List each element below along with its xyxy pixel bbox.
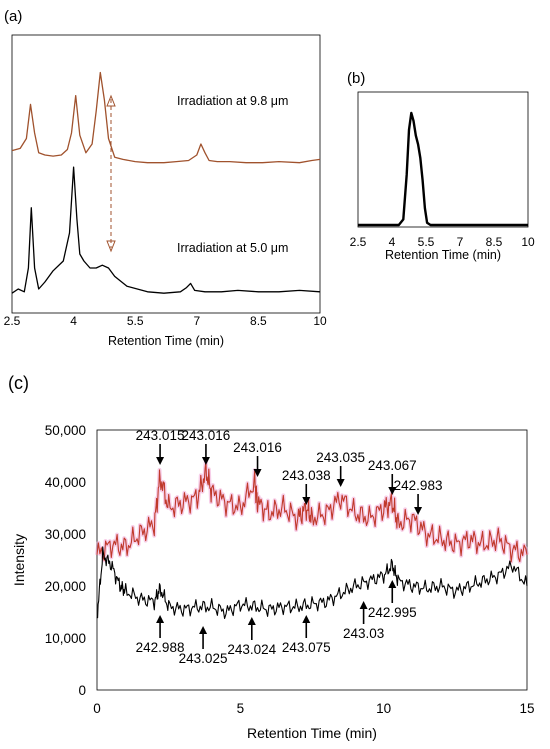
upper-mass-arrowhead <box>156 457 165 465</box>
upper-mass-arrowhead <box>201 457 210 465</box>
panel-c-xtick-label: 10 <box>376 701 391 716</box>
lower-mass-label: 242.995 <box>368 605 417 620</box>
lower-mass-label: 243.025 <box>179 651 228 666</box>
panel-b-xtick-label: 7 <box>457 235 464 249</box>
panel-b-xtick-label: 4 <box>389 235 396 249</box>
panel-c-ytick-label: 0 <box>78 683 86 698</box>
panel-c-chart: 0 10,000 20,000 30,000 40,000 50,000 0 5 10 15 24… <box>11 423 535 741</box>
upper-mass-label: 243.016 <box>182 428 231 443</box>
lower-mass-label: 243.075 <box>282 640 331 655</box>
panel-c-label: (c) <box>8 373 29 393</box>
panel-b-xlabel: Retention Time (min) <box>385 248 501 262</box>
panel-a-xtick-label: 4 <box>70 314 77 328</box>
upper-mass-arrowhead <box>388 487 397 495</box>
panel-a-xtick-label: 5.5 <box>127 314 144 328</box>
lower-mass-arrowhead <box>359 601 368 609</box>
panel-c-frame <box>96 429 528 691</box>
comparison-arrow-up-head <box>106 94 116 107</box>
panel-c-ytick-label: 50,000 <box>45 423 86 438</box>
panel-c-ytick-label: 10,000 <box>45 631 86 646</box>
panel-a-xtick-label: 7 <box>193 314 200 328</box>
panel-c-xtick-label: 0 <box>93 701 101 716</box>
panel-c-ytick-label: 20,000 <box>45 579 86 594</box>
upper-mass-arrowhead <box>302 497 311 505</box>
lower-mass-arrowhead <box>247 617 256 625</box>
lower-mass-label: 243.024 <box>227 642 276 657</box>
upper-mass-label: 243.015 <box>136 428 185 443</box>
panel-c-xtick-label: 15 <box>519 701 534 716</box>
panel-c-ytick-label: 30,000 <box>45 527 86 542</box>
panel-b-xtick-label: 2.5 <box>350 235 367 249</box>
panel-a-frame <box>11 34 321 314</box>
lower-mass-arrowhead <box>199 626 208 634</box>
upper-mass-label: 243.016 <box>233 440 282 455</box>
panel-b-series-line <box>358 111 528 227</box>
upper-mass-label: 243.038 <box>282 468 331 483</box>
panel-b-xtick-label: 8.5 <box>486 235 503 249</box>
panel-a-label: (a) <box>4 8 22 25</box>
annotation-irradiation-9-8: Irradiation at 9.8 μm <box>177 94 288 108</box>
panel-a-chart: 2.5 4 5.5 7 8.5 10 Irradiation at 9.8 μm Irra… <box>4 34 327 348</box>
panel-c-xlabel: Retention Time (min) <box>247 725 377 741</box>
upper-mass-label: 242.983 <box>394 478 443 493</box>
lower-mass-label: 242.988 <box>136 640 185 655</box>
panel-a-xlabel: Retention Time (min) <box>108 334 224 348</box>
panel-b-label: (b) <box>347 70 365 87</box>
upper-mass-label: 243.067 <box>368 458 417 473</box>
upper-mass-arrowhead <box>414 507 423 515</box>
lower-mass-label: 243.03 <box>343 626 384 641</box>
lower-mass-arrowhead <box>302 615 311 623</box>
panel-c-series-line-1 <box>96 546 528 620</box>
upper-mass-label: 243.035 <box>316 450 365 465</box>
panel-b-xtick-label: 5.5 <box>418 235 435 249</box>
lower-mass-arrowhead <box>156 615 165 623</box>
upper-mass-arrowhead <box>336 479 345 487</box>
panel-a-xtick-label: 2.5 <box>4 314 21 328</box>
panel-b-chart: 2.5 4 5.5 7 8.5 10 Retention Time (min) <box>350 91 535 262</box>
panel-c-ytick-label: 40,000 <box>45 475 86 490</box>
panel-c-series-line-0 <box>96 460 528 563</box>
panel-a-series-line-1 <box>11 166 321 294</box>
panel-c-xtick-label: 5 <box>237 701 245 716</box>
lower-mass-arrowhead <box>388 580 397 588</box>
comparison-arrow-down-head <box>106 240 116 253</box>
panel-b-frame <box>357 91 529 228</box>
panel-c-ylabel: Intensity <box>11 534 27 586</box>
annotation-irradiation-5-0: Irradiation at 5.0 μm <box>177 241 288 255</box>
panel-a-xtick-label: 8.5 <box>250 314 267 328</box>
panel-b-xtick-label: 10 <box>521 235 535 249</box>
panel-a-xtick-label: 10 <box>313 314 327 328</box>
panel-a-series-line-0 <box>11 71 321 164</box>
upper-mass-arrowhead <box>253 469 262 477</box>
